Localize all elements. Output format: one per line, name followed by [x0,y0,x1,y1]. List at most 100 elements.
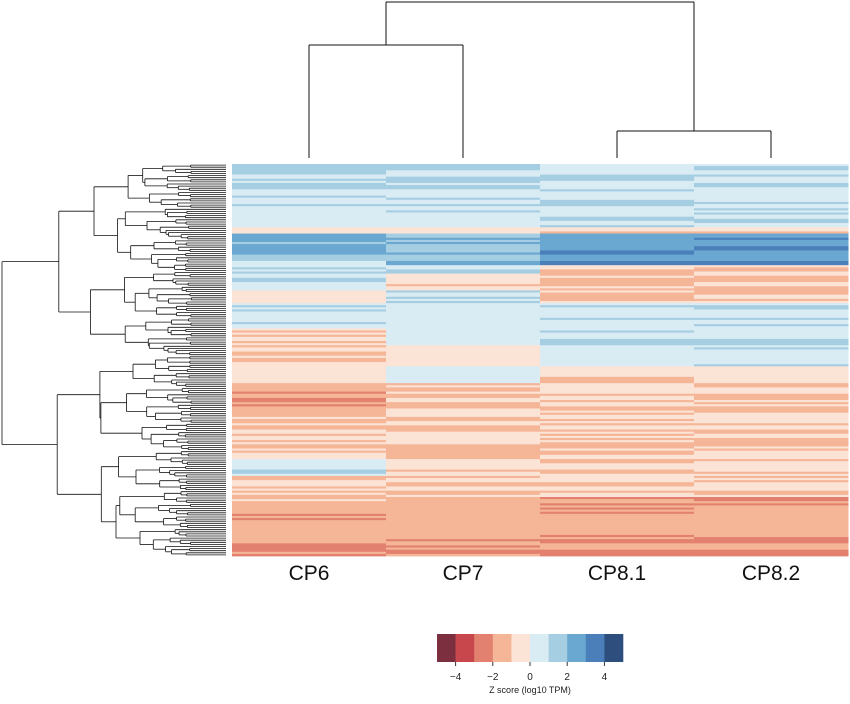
heatmap-cell [232,419,387,422]
heatmap-cell [386,187,541,190]
heatmap-cell [540,201,695,205]
heatmap-cell [386,530,541,534]
heatmap-cell [232,235,387,239]
heatmap-cell [386,168,541,171]
heatmap-cell [232,328,387,331]
heatmap-cell [386,244,541,247]
heatmap-cell [540,271,695,274]
heatmap-cell [694,467,849,470]
heatmap-cell [232,437,387,441]
heatmap-cell [232,473,387,477]
heatmap-cell [540,465,695,468]
heatmap-cell [386,178,541,182]
heatmap-cell [386,223,541,226]
heatmap-cell [232,267,387,270]
heatmap-cell [540,252,695,256]
heatmap-cell [232,450,387,454]
heatmap-cell [694,446,849,449]
heatmap-cell [694,520,849,523]
heatmap-cell [540,229,695,232]
heatmap-cell [232,208,387,211]
heatmap-cell [694,423,849,426]
heatmap-cell [232,248,387,251]
heatmap-cell [540,446,695,449]
heatmap-cell [232,433,387,437]
heatmap-cell [694,416,849,420]
heatmap-cell [386,248,541,251]
heatmap-cell [540,292,695,296]
heatmap-cell [540,294,695,298]
heatmap-cell [540,315,695,319]
heatmap-cell [232,412,387,416]
heatmap-cell [386,220,541,224]
heatmap-cell [232,244,387,247]
heatmap-cell [386,456,541,460]
heatmap-cell [694,440,849,443]
heatmap-cell [694,551,849,555]
heatmap-cell [540,267,695,270]
heatmap-cell [540,214,695,218]
heatmap-cell [540,351,695,355]
heatmap-cell [232,496,387,500]
heatmap-cell [386,444,541,447]
heatmap-cell [694,187,849,190]
heatmap-cell [694,408,849,411]
heatmap-cell [540,452,695,456]
heatmap-cell [540,178,695,182]
heatmap-cell [540,395,695,399]
heatmap-cell [540,537,695,540]
heatmap-cell [694,541,849,544]
heatmap-cell [540,433,695,437]
heatmap-cell [386,218,541,222]
heatmap-cell [540,307,695,310]
heatmap-cell [540,206,695,209]
heatmap-cell [232,343,387,346]
heatmap-cell [232,402,387,405]
heatmap-cell [386,204,541,207]
heatmap-cell [232,271,387,274]
heatmap-cell [386,307,541,310]
heatmap-cell [386,374,541,378]
heatmap-cell [694,263,849,266]
heatmap-cell [694,328,849,331]
heatmap-cell [540,341,695,344]
heatmap-cell [232,347,387,350]
heatmap-cell [232,201,387,205]
heatmap-cell [232,459,387,462]
heatmap-cell [694,374,849,378]
heatmap-cell [540,317,695,321]
heatmap-cell [694,258,849,262]
heatmap-cell [540,298,695,302]
heatmap-cell [232,368,387,371]
heatmap-cell [540,501,695,504]
heatmap-cell [232,254,387,258]
heatmap-cell [540,549,695,553]
heatmap-cell [386,326,541,329]
heatmap-cell [540,324,695,327]
heatmap-cell [540,404,695,407]
heatmap-cell [232,166,387,169]
heatmap-cell [232,442,387,445]
heatmap-cell [232,168,387,171]
heatmap-cell [694,549,849,553]
heatmap-cell [386,212,541,215]
heatmap-cell [694,338,849,342]
heatmap-cell [694,227,849,230]
heatmap-cell [232,526,387,529]
column-label-cp8-1: CP8.1 [587,562,647,585]
heatmap-cell [232,499,387,502]
heatmap-cell [386,528,541,532]
heatmap-cell [694,248,849,251]
heatmap-cell [232,505,387,508]
heatmap-cell [232,193,387,197]
legend-swatch [604,634,624,662]
heatmap-cell [694,484,849,487]
heatmap-cell [694,383,849,386]
heatmap-cell [232,511,387,515]
heatmap-cell [386,199,541,203]
heatmap-cell [694,499,849,502]
heatmap-cell [232,454,387,458]
heatmap-cell [694,545,849,548]
heatmap-cell [386,294,541,298]
